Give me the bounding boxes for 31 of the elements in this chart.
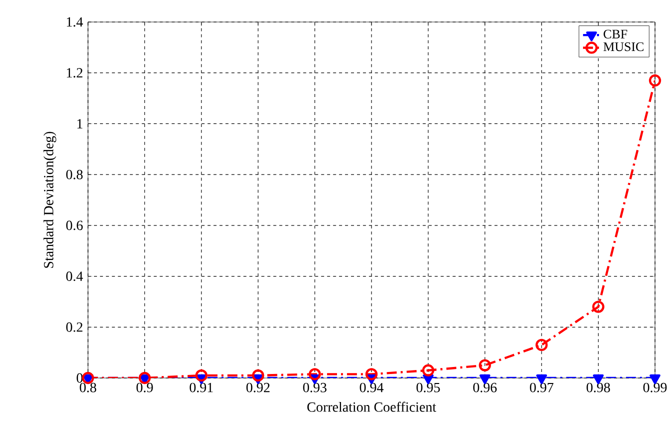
x-tick-label: 0.93 xyxy=(303,382,326,392)
point xyxy=(592,300,604,313)
x-tick-label: 0.9 xyxy=(136,382,153,392)
y-tick-label: 0.2 xyxy=(66,322,82,332)
y-tick-label: 1 xyxy=(77,119,82,128)
y-tick-label: 0.4 xyxy=(66,272,83,282)
y-tick-label: 0.6 xyxy=(66,220,83,230)
legend-label: CBF xyxy=(604,30,628,38)
legend-label: MUSIC xyxy=(604,42,644,52)
point xyxy=(252,369,264,382)
x-tick-label: 0.96 xyxy=(473,382,497,392)
y-tick-label: 1.4 xyxy=(66,17,83,27)
y-axis-title: Standard Deviation(deg) xyxy=(44,132,56,268)
point xyxy=(195,369,208,382)
x-axis-title: Correlation Coefficient xyxy=(307,402,436,412)
y-tick-label: 0 xyxy=(76,373,83,383)
point xyxy=(422,364,434,376)
y-tick-label: 1.2 xyxy=(66,68,82,78)
point xyxy=(648,74,662,87)
point xyxy=(536,338,548,352)
x-tick-label: 0.98 xyxy=(586,382,610,392)
point xyxy=(365,368,378,380)
y-tick-label: 0.8 xyxy=(66,170,83,180)
x-tick-label: 0.95 xyxy=(416,382,440,392)
point xyxy=(308,368,321,380)
x-tick-label: 0.97 xyxy=(530,382,554,392)
x-tick-label: 0.91 xyxy=(190,382,213,392)
x-tick-label: 0.99 xyxy=(643,382,667,392)
x-tick-label: 0.92 xyxy=(246,382,270,392)
point xyxy=(478,359,491,372)
x-tick-label: 0.94 xyxy=(360,382,384,392)
